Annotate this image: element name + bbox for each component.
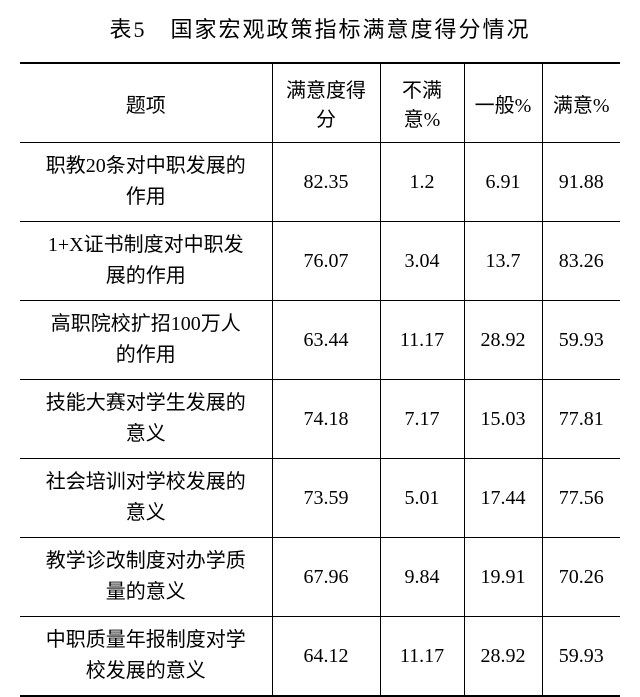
table-row: 社会培训对学校发展的意义73.595.0117.4477.56 [20, 459, 620, 538]
cell-satisfied: 91.88 [542, 143, 620, 222]
cell-topic: 教学诊改制度对办学质量的意义 [20, 538, 272, 617]
policy-satisfaction-table: 题项 满意度得分 不满意% 一般% 满意% 职教20条对中职发展的作用82.35… [20, 62, 620, 697]
topic-line2: 展的作用 [24, 261, 268, 292]
topic-line2: 意义 [24, 498, 268, 529]
cell-satisfied: 77.56 [542, 459, 620, 538]
cell-neutral: 6.91 [464, 143, 542, 222]
cell-score: 63.44 [272, 301, 380, 380]
cell-topic: 社会培训对学校发展的意义 [20, 459, 272, 538]
cell-score: 67.96 [272, 538, 380, 617]
cell-topic: 中职质量年报制度对学校发展的意义 [20, 617, 272, 697]
table-row: 技能大赛对学生发展的意义74.187.1715.0377.81 [20, 380, 620, 459]
col-header-topic: 题项 [20, 63, 272, 143]
cell-neutral: 15.03 [464, 380, 542, 459]
topic-line1: 职教20条对中职发展的 [24, 151, 268, 182]
topic-line1: 中职质量年报制度对学 [24, 625, 268, 656]
table-row: 中职质量年报制度对学校发展的意义64.1211.1728.9259.93 [20, 617, 620, 697]
cell-score: 64.12 [272, 617, 380, 697]
table-body: 职教20条对中职发展的作用82.351.26.9191.881+X证书制度对中职… [20, 143, 620, 697]
cell-satisfied: 70.26 [542, 538, 620, 617]
topic-line2: 量的意义 [24, 577, 268, 608]
cell-topic: 职教20条对中职发展的作用 [20, 143, 272, 222]
topic-line2: 校发展的意义 [24, 656, 268, 687]
table-header-row: 题项 满意度得分 不满意% 一般% 满意% [20, 63, 620, 143]
cell-neutral: 28.92 [464, 617, 542, 697]
cell-neutral: 19.91 [464, 538, 542, 617]
table-row: 高职院校扩招100万人的作用63.4411.1728.9259.93 [20, 301, 620, 380]
topic-line1: 教学诊改制度对办学质 [24, 546, 268, 577]
topic-line1: 1+X证书制度对中职发 [24, 230, 268, 261]
cell-satisfied: 59.93 [542, 301, 620, 380]
topic-line2: 的作用 [24, 340, 268, 371]
cell-topic: 技能大赛对学生发展的意义 [20, 380, 272, 459]
cell-score: 82.35 [272, 143, 380, 222]
cell-unsatisfied: 5.01 [380, 459, 464, 538]
cell-score: 73.59 [272, 459, 380, 538]
topic-line1: 社会培训对学校发展的 [24, 467, 268, 498]
cell-unsatisfied: 1.2 [380, 143, 464, 222]
cell-unsatisfied: 11.17 [380, 301, 464, 380]
cell-neutral: 28.92 [464, 301, 542, 380]
topic-line2: 作用 [24, 182, 268, 213]
table-row: 教学诊改制度对办学质量的意义67.969.8419.9170.26 [20, 538, 620, 617]
col-header-score: 满意度得分 [272, 63, 380, 143]
table-row: 职教20条对中职发展的作用82.351.26.9191.88 [20, 143, 620, 222]
cell-unsatisfied: 3.04 [380, 222, 464, 301]
topic-line1: 技能大赛对学生发展的 [24, 388, 268, 419]
cell-score: 76.07 [272, 222, 380, 301]
col-header-satisfied: 满意% [542, 63, 620, 143]
cell-unsatisfied: 7.17 [380, 380, 464, 459]
cell-topic: 1+X证书制度对中职发展的作用 [20, 222, 272, 301]
cell-satisfied: 59.93 [542, 617, 620, 697]
cell-unsatisfied: 11.17 [380, 617, 464, 697]
table-title: 表5 国家宏观政策指标满意度得分情况 [20, 12, 620, 44]
cell-satisfied: 77.81 [542, 380, 620, 459]
cell-neutral: 13.7 [464, 222, 542, 301]
cell-unsatisfied: 9.84 [380, 538, 464, 617]
cell-satisfied: 83.26 [542, 222, 620, 301]
cell-neutral: 17.44 [464, 459, 542, 538]
col-header-unsatisfied: 不满意% [380, 63, 464, 143]
table-row: 1+X证书制度对中职发展的作用76.073.0413.783.26 [20, 222, 620, 301]
cell-score: 74.18 [272, 380, 380, 459]
topic-line1: 高职院校扩招100万人 [24, 309, 268, 340]
col-header-neutral: 一般% [464, 63, 542, 143]
topic-line2: 意义 [24, 419, 268, 450]
cell-topic: 高职院校扩招100万人的作用 [20, 301, 272, 380]
